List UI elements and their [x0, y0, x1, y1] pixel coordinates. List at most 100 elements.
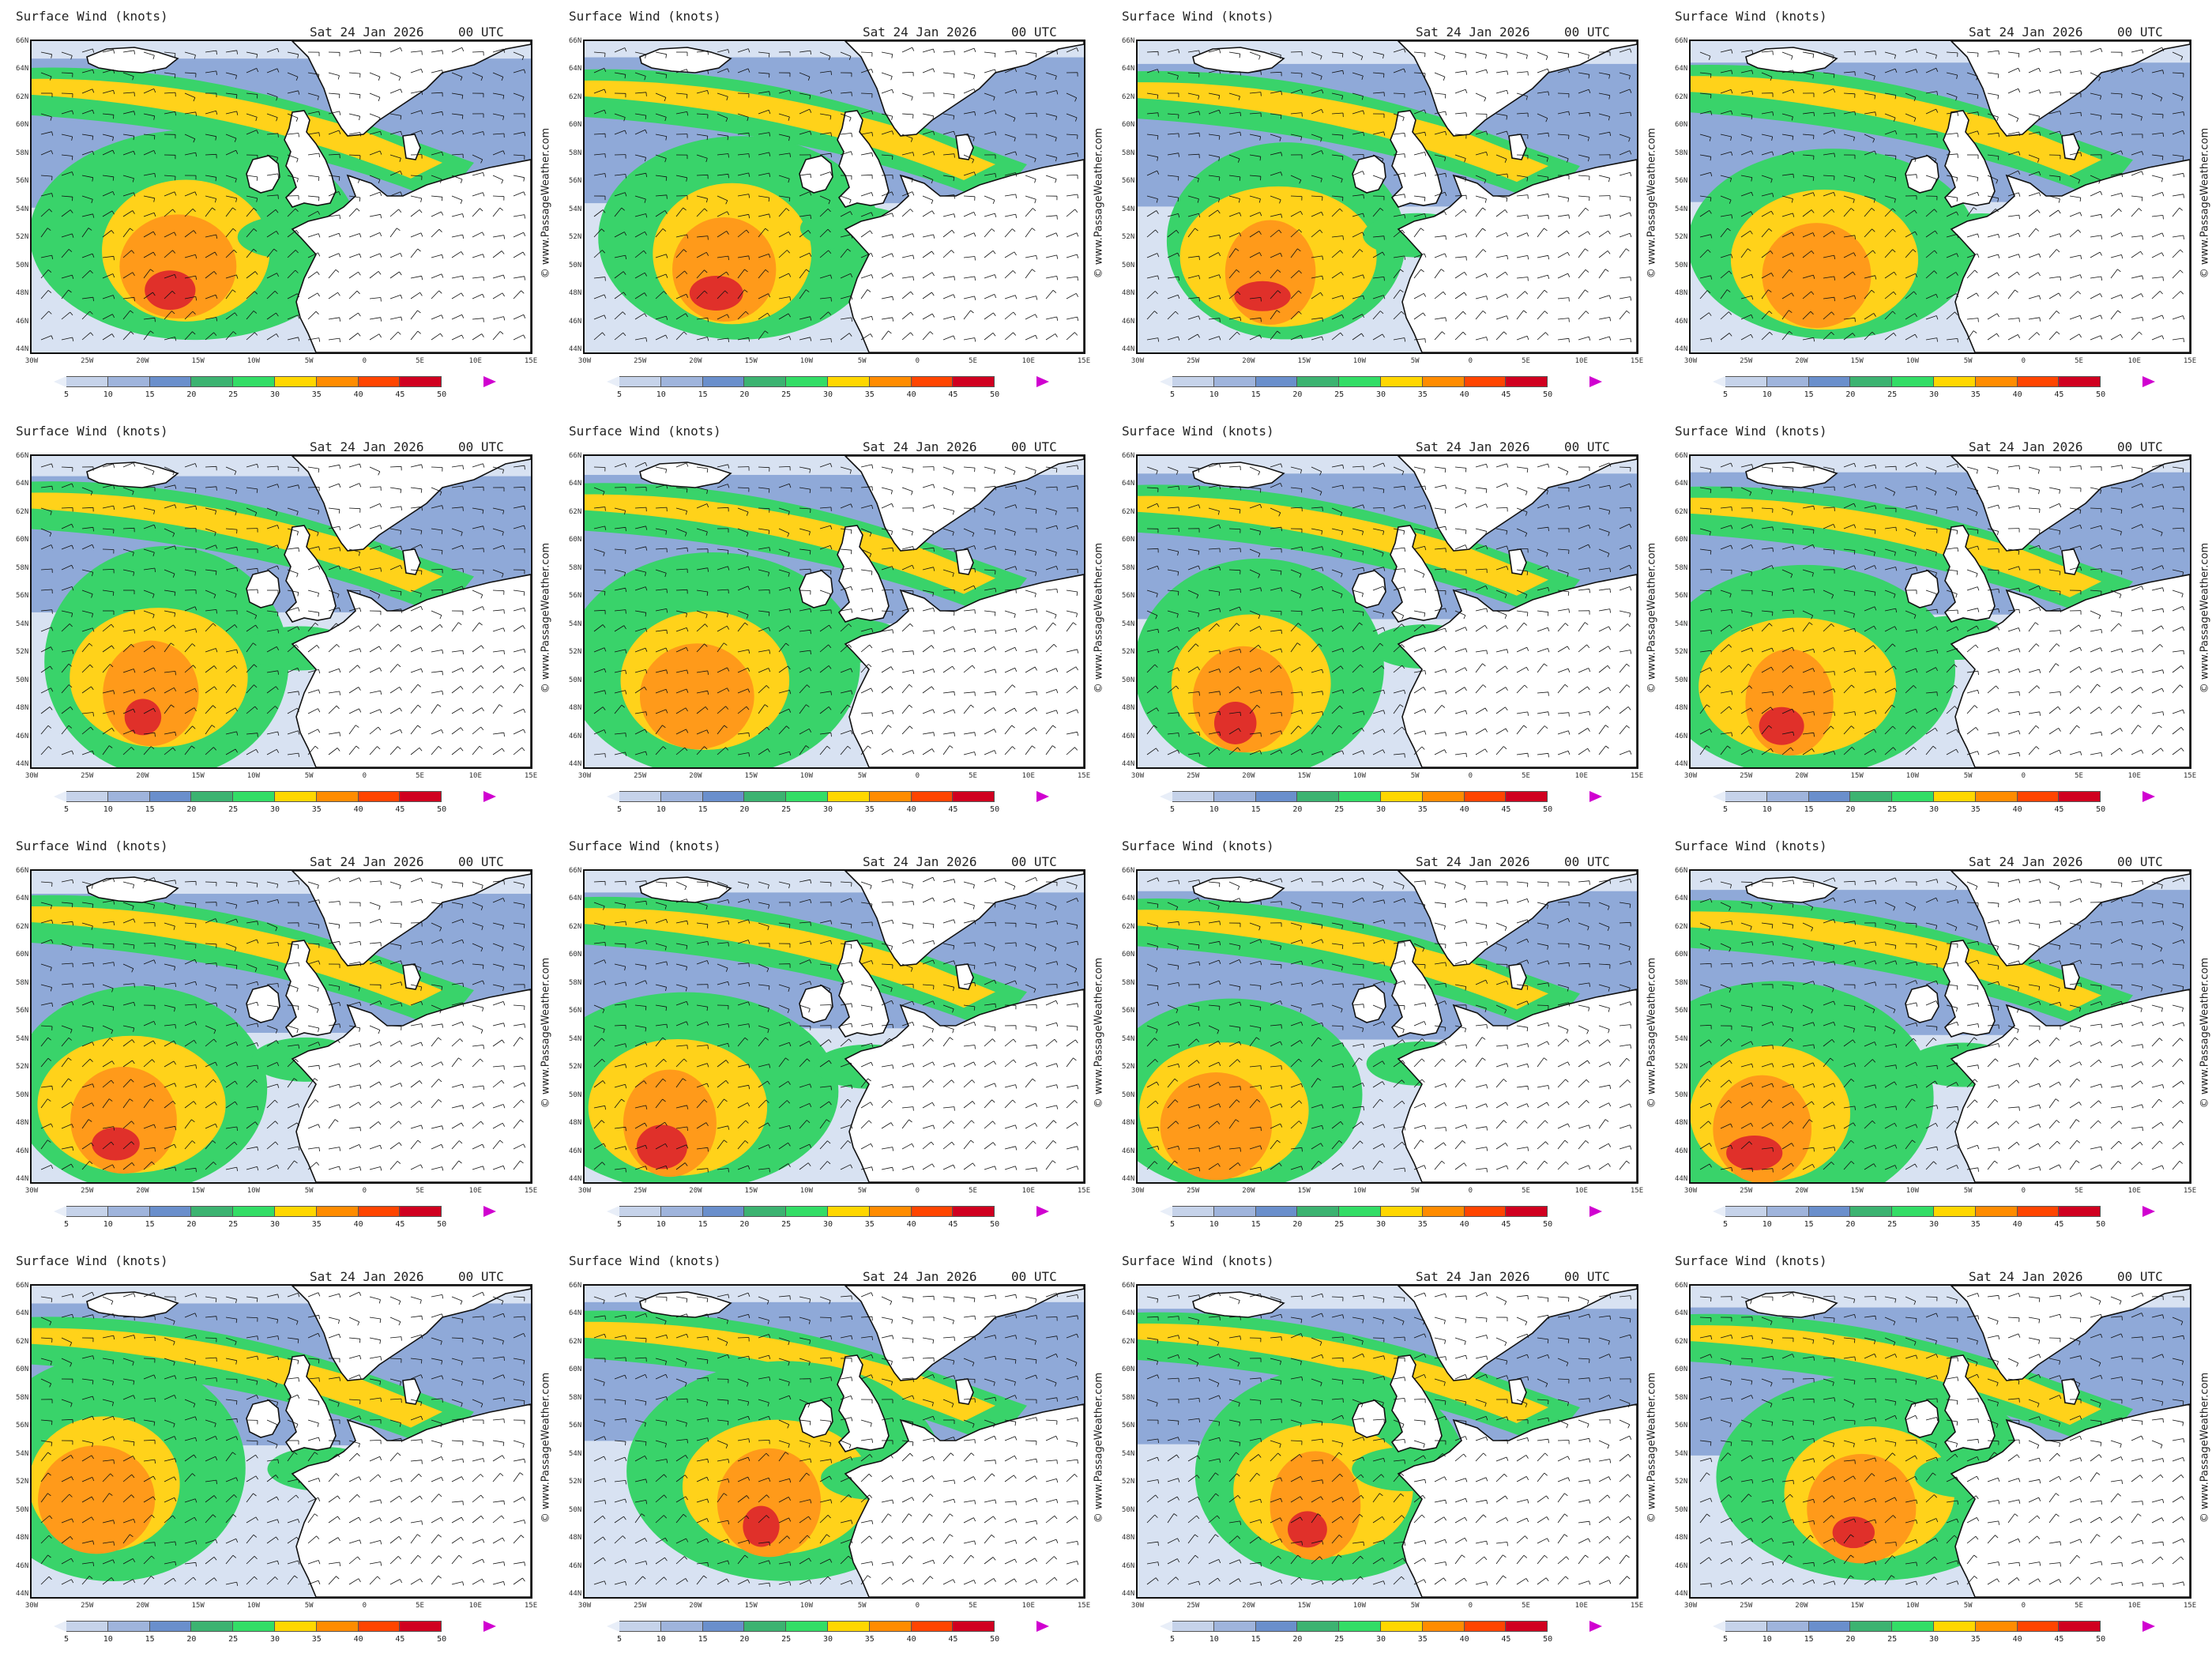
colorbar-value: 35 — [865, 1220, 875, 1229]
forecast-utc: 00 UTC — [1011, 855, 1057, 869]
colorbar-segment — [1850, 791, 1892, 802]
longitude-label: 15E — [2184, 772, 2196, 780]
colorbar-value: 10 — [1209, 390, 1219, 399]
colorbar-segment — [912, 1621, 954, 1632]
latitude-label: 44N — [1675, 1175, 1687, 1183]
latitude-label: 58N — [1675, 564, 1687, 572]
longitude-label: 5W — [1964, 1602, 1973, 1610]
colorbar-value: 30 — [1376, 1220, 1386, 1229]
colorbar-value: 30 — [270, 1635, 280, 1644]
latitude-label: 50N — [1675, 1506, 1687, 1514]
colorbar-segment — [150, 791, 192, 802]
latitude-label: 66N — [569, 452, 581, 460]
forecast-panel: Surface Wind (knots) ECMWF 084 Hour Fore… — [1675, 424, 2212, 835]
forecast-utc: 00 UTC — [2117, 1270, 2163, 1284]
panel-title: Surface Wind (knots) — [16, 424, 168, 439]
longitude-label: 15W — [745, 772, 758, 780]
colorbar-value: 20 — [1292, 805, 1302, 814]
colorbar-segment — [1297, 1621, 1339, 1632]
latitude-label: 64N — [1675, 1309, 1687, 1317]
longitude-label: 0 — [363, 1187, 367, 1195]
forecast-date: Sat 24 Jan 2026 — [863, 25, 977, 40]
colorbar-segment — [744, 1206, 786, 1217]
colorbar-segment — [1423, 376, 1465, 387]
latitude-label: 54N — [16, 205, 28, 213]
colorbar-value: 30 — [270, 1220, 280, 1229]
longitude-label: 5W — [858, 772, 867, 780]
colorbar-segment — [1506, 1621, 1548, 1632]
longitude-label: 20W — [1242, 1187, 1255, 1195]
colorbar-value: 40 — [907, 805, 916, 814]
colorbar-value: 40 — [1460, 1635, 1469, 1644]
colorbar-value: 45 — [2054, 805, 2063, 814]
colorbar-value: 25 — [1334, 805, 1344, 814]
longitude-label: 30W — [578, 1187, 591, 1195]
wind-map — [1136, 869, 1638, 1184]
watermark: © www.PassageWeather.com — [2199, 1301, 2210, 1594]
longitude-label: 15E — [525, 1602, 537, 1610]
colorbar-segment — [870, 376, 912, 387]
watermark: © www.PassageWeather.com — [540, 57, 551, 349]
colorbar-segment — [1767, 791, 1809, 802]
colorbar-segment — [1172, 376, 1214, 387]
longitude-label: 5E — [1522, 1602, 1530, 1610]
latitude-label: 50N — [569, 1506, 581, 1514]
longitude-label: 5W — [1964, 1187, 1973, 1195]
longitude-label: 25W — [1187, 772, 1199, 780]
colorbar-value: 50 — [990, 390, 999, 399]
colorbar-value: 45 — [948, 1635, 957, 1644]
longitude-label: 10E — [2128, 1187, 2141, 1195]
colorbar-segment — [1850, 1621, 1892, 1632]
watermark: © www.PassageWeather.com — [540, 472, 551, 764]
latitude-label: 60N — [569, 536, 581, 544]
latitude-label: 48N — [569, 704, 581, 712]
latitude-label: 62N — [569, 1338, 581, 1346]
colorbar-segment — [1976, 1621, 2018, 1632]
colorbar-value: 10 — [1762, 1220, 1772, 1229]
forecast-utc: 00 UTC — [2117, 440, 2163, 454]
colorbar-segment — [1976, 1206, 2018, 1217]
latitude-label: 64N — [569, 1309, 581, 1317]
panel-title: Surface Wind (knots) — [16, 1254, 168, 1268]
latitude-label: 66N — [1122, 452, 1134, 460]
colorbar-value: 35 — [312, 1635, 322, 1644]
panel-title: Surface Wind (knots) — [1675, 424, 1827, 439]
colorbar-segment — [953, 1206, 995, 1217]
colorbar-value: 5 — [64, 805, 69, 814]
colorbar-segment — [1809, 1621, 1851, 1632]
colorbar-segment — [1214, 376, 1256, 387]
longitude-label: 5E — [1522, 772, 1530, 780]
colorbar-segment — [703, 791, 745, 802]
latitude-label: 52N — [1675, 1478, 1687, 1486]
colorbar-value: 10 — [1209, 1635, 1219, 1644]
longitude-label: 15E — [525, 1187, 537, 1195]
wind-map — [1689, 454, 2191, 769]
colorbar-high-triangle — [1589, 791, 1602, 802]
colorbar-value: 35 — [1418, 805, 1428, 814]
latitude-label: 60N — [16, 951, 28, 959]
forecast-panel: Surface Wind (knots) ECMWF 048 Hour Fore… — [16, 424, 553, 835]
longitude-label: 30W — [578, 1602, 591, 1610]
latitude-label: 54N — [1675, 205, 1687, 213]
longitude-label: 20W — [1242, 357, 1255, 365]
wind-colorbar — [1713, 1621, 2155, 1632]
colorbar-segment — [1934, 376, 1976, 387]
longitude-label: 10E — [1575, 1602, 1588, 1610]
colorbar-high-triangle — [1589, 1206, 1602, 1217]
colorbar-value: 25 — [1887, 390, 1897, 399]
colorbar-value: 15 — [698, 390, 708, 399]
longitude-label: 15W — [192, 1187, 205, 1195]
longitude-label: 10W — [800, 1602, 813, 1610]
colorbar-value: 35 — [1971, 1220, 1981, 1229]
colorbar-value: 30 — [823, 1220, 833, 1229]
latitude-label: 64N — [569, 65, 581, 73]
colorbar-value: 5 — [1723, 1635, 1728, 1644]
colorbar-segment — [1506, 1206, 1548, 1217]
colorbar-segment — [786, 791, 828, 802]
latitude-label: 64N — [569, 895, 581, 902]
longitude-label: 10W — [1353, 1602, 1366, 1610]
colorbar-value: 5 — [617, 1220, 622, 1229]
longitude-label: 15E — [1631, 357, 1643, 365]
longitude-label: 25W — [81, 772, 93, 780]
longitude-label: 10E — [469, 1187, 482, 1195]
